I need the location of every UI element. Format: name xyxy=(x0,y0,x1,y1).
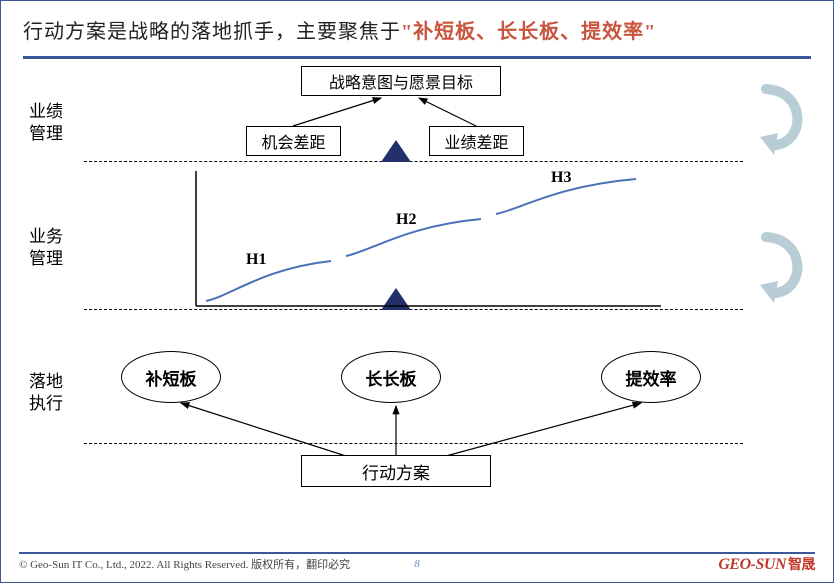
h2-label: H2 xyxy=(396,211,416,229)
return-arrow-1 xyxy=(756,83,821,163)
box-action-plan: 行动方案 xyxy=(301,455,491,487)
slide-title: 行动方案是战略的落地抓手，主要聚焦于"补短板、长长板、提效率" xyxy=(23,15,811,44)
logo: GEO-SUN智晟 xyxy=(718,554,815,574)
title-area: 行动方案是战略的落地抓手，主要聚焦于"补短板、长长板、提效率" xyxy=(1,1,833,50)
logo-part2: SUN xyxy=(755,556,786,573)
logo-part1: GEO- xyxy=(718,556,755,573)
title-text-1: 行动方案是战略的落地抓手，主要聚焦于 xyxy=(23,21,401,43)
title-text-2: "补短板、长长板、提效率" xyxy=(401,21,656,43)
slide: 行动方案是战略的落地抓手，主要聚焦于"补短板、长长板、提效率" 业绩 管理 业务… xyxy=(0,0,834,583)
logo-zh: 智晟 xyxy=(788,558,815,573)
content-area: 业绩 管理 业务 管理 落地 执行 战略意图与愿景目标 机会差距 业绩差距 xyxy=(1,51,834,541)
chart-svg xyxy=(1,51,834,311)
copyright-text: © Geo-Sun IT Co., Ltd., 2022. All Rights… xyxy=(19,556,350,572)
h1-label: H1 xyxy=(246,251,266,269)
h3-label: H3 xyxy=(551,169,571,187)
page-number: 8 xyxy=(414,558,420,570)
footer: © Geo-Sun IT Co., Ltd., 2022. All Rights… xyxy=(1,554,833,574)
return-arrow-2 xyxy=(756,231,821,311)
